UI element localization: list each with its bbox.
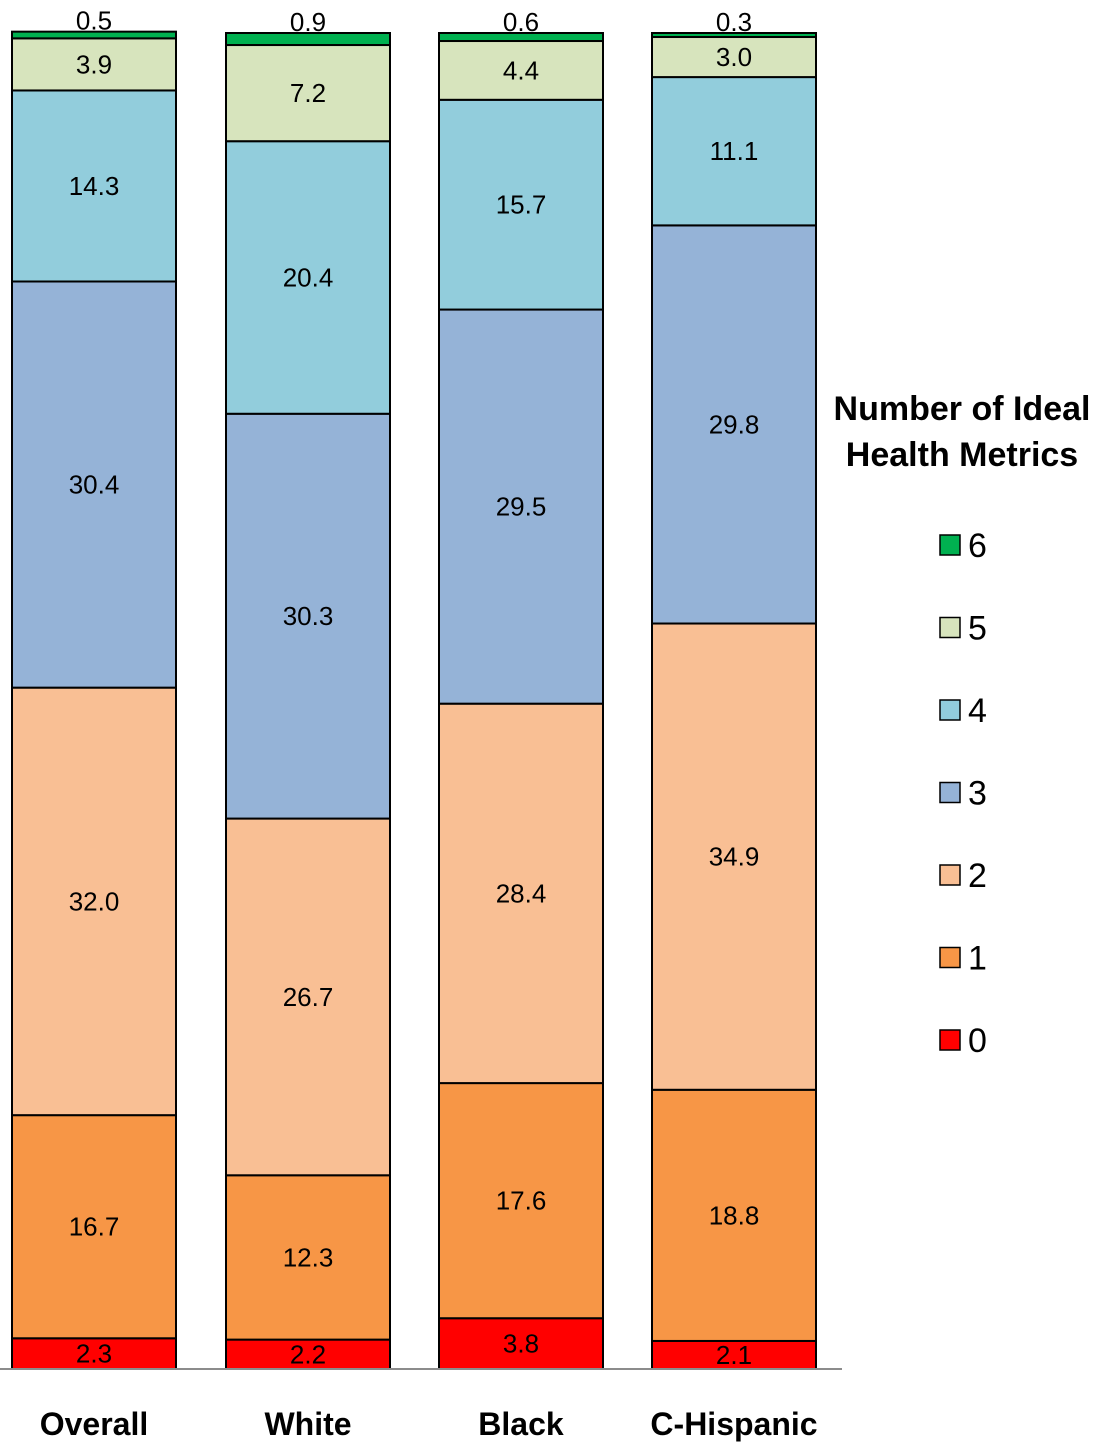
data-label-c-hispanic-2: 34.9 <box>709 842 760 872</box>
data-label-white-5: 7.2 <box>290 78 326 108</box>
data-label-white-0: 2.2 <box>290 1339 326 1369</box>
legend-items-group: 6 5 4 3 2 1 0 <box>939 527 987 1060</box>
bar-segment-c-hispanic-6 <box>651 32 817 39</box>
data-label-c-hispanic-3: 29.8 <box>709 409 760 439</box>
legend-label-1: 1 <box>968 940 987 978</box>
bar-segment-white-1 <box>225 1174 391 1341</box>
data-label-c-hispanic-4: 11.1 <box>710 136 759 166</box>
bar-segment-white-3 <box>225 412 391 820</box>
legend-swatch-1 <box>939 946 961 969</box>
data-label-black-0: 3.8 <box>503 1329 539 1359</box>
data-label-overall-4: 14.3 <box>69 171 120 201</box>
legend-label-3: 3 <box>968 775 987 813</box>
category-labels-group: Overall White Black C-Hispanic <box>40 1406 818 1442</box>
bar-segment-black-3 <box>438 308 604 705</box>
bar-segment-overall-6 <box>11 30 177 40</box>
legend-swatch-3 <box>939 781 961 804</box>
bar-segment-c-hispanic-4 <box>651 76 817 227</box>
data-label-black-4: 15.7 <box>496 190 547 220</box>
data-label-white-4: 20.4 <box>283 262 334 292</box>
bar-segment-overall-1 <box>11 1114 177 1340</box>
legend-swatch-2 <box>939 864 961 886</box>
category-label-white: White <box>264 1406 351 1442</box>
bar-segment-c-hispanic-3 <box>651 224 817 625</box>
legend-label-5: 5 <box>968 610 987 648</box>
data-label-black-2: 28.4 <box>496 878 547 908</box>
legend: Number of Ideal Health Metrics 6 5 4 3 2 1 0 <box>834 390 1091 1060</box>
legend-title-line-2: Health Metrics <box>846 436 1078 474</box>
bar-segment-white-0 <box>225 1338 391 1371</box>
legend-swatch-6 <box>939 534 961 556</box>
bar-segment-black-2 <box>438 702 604 1085</box>
data-label-white-1: 12.3 <box>283 1242 334 1272</box>
data-label-black-3: 29.5 <box>496 492 547 522</box>
data-label-black-1: 17.6 <box>496 1186 547 1216</box>
data-label-c-hispanic-1: 18.8 <box>709 1200 760 1230</box>
bar-segment-black-4 <box>438 98 604 311</box>
data-label-overall-2: 32.0 <box>69 886 120 916</box>
data-label-c-hispanic-0: 2.1 <box>716 1340 752 1370</box>
data-label-black-5: 4.4 <box>503 55 539 85</box>
data-label-overall-5: 3.9 <box>76 49 112 79</box>
legend-title-line-1: Number of Ideal <box>834 390 1091 428</box>
data-label-white-3: 30.3 <box>283 601 334 631</box>
legend-swatch-4 <box>939 699 961 721</box>
bar-segment-black-6 <box>438 32 604 43</box>
category-label-c-hispanic: C-Hispanic <box>650 1406 817 1442</box>
legend-label-4: 4 <box>968 692 987 730</box>
bar-segment-white-6 <box>225 32 391 47</box>
bar-segment-overall-5 <box>11 37 177 92</box>
bar-segment-c-hispanic-5 <box>651 36 817 79</box>
bar-segment-white-2 <box>225 817 391 1177</box>
bar-segment-white-5 <box>225 44 391 143</box>
data-label-overall-1: 16.7 <box>69 1212 120 1242</box>
bar-segment-black-0 <box>438 1317 604 1371</box>
bar-segment-white-4 <box>225 140 391 415</box>
bars-group <box>11 30 817 1371</box>
data-label-overall-6: 0.5 <box>76 6 112 36</box>
data-label-white-6: 0.9 <box>290 7 326 37</box>
legend-label-0: 0 <box>968 1022 987 1060</box>
data-label-c-hispanic-6: 0.3 <box>716 7 752 37</box>
bar-segment-overall-3 <box>11 280 177 689</box>
data-label-black-6: 0.6 <box>503 7 539 37</box>
legend-swatch-0 <box>939 1029 961 1051</box>
bar-segment-c-hispanic-2 <box>651 622 817 1091</box>
data-label-c-hispanic-5: 3.0 <box>716 42 752 72</box>
data-label-white-2: 26.7 <box>283 982 334 1012</box>
category-label-black: Black <box>478 1406 564 1442</box>
data-label-overall-3: 30.4 <box>69 470 120 500</box>
segment-labels-group: 2.3 16.7 32.0 30.4 14.3 3.9 0.5 2.2 12.3 26.7 30.3… <box>69 6 760 1370</box>
bar-segment-c-hispanic-1 <box>651 1088 817 1342</box>
bar-segment-overall-4 <box>11 89 177 283</box>
bar-segment-black-5 <box>438 40 604 101</box>
legend-label-2: 2 <box>968 857 987 895</box>
legend-label-6: 6 <box>968 527 987 565</box>
category-label-overall: Overall <box>40 1406 149 1442</box>
legend-swatch-5 <box>939 616 961 639</box>
data-label-overall-0: 2.3 <box>76 1339 112 1369</box>
bar-segment-black-1 <box>438 1082 604 1320</box>
